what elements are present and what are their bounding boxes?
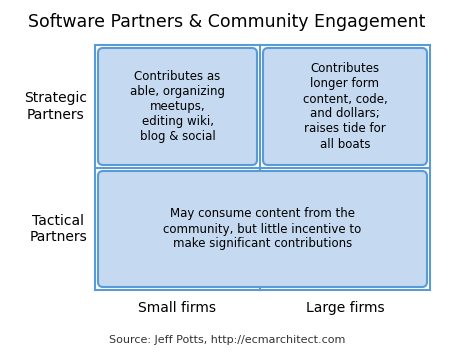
Text: Small firms: Small firms	[138, 301, 217, 315]
Text: Contributes as
able, organizing
meetups,
editing wiki,
blog & social: Contributes as able, organizing meetups,…	[130, 70, 225, 143]
Text: Source: Jeff Potts, http://ecmarchitect.com: Source: Jeff Potts, http://ecmarchitect.…	[109, 335, 345, 345]
FancyBboxPatch shape	[98, 48, 257, 165]
Text: Contributes
longer form
content, code,
and dollars;
raises tide for
all boats: Contributes longer form content, code, a…	[303, 62, 387, 150]
FancyBboxPatch shape	[263, 48, 427, 165]
Text: Software Partners & Community Engagement: Software Partners & Community Engagement	[28, 13, 426, 31]
Text: Large firms: Large firms	[306, 301, 384, 315]
FancyBboxPatch shape	[98, 171, 427, 287]
Text: May consume content from the
community, but little incentive to
make significant: May consume content from the community, …	[163, 208, 362, 251]
Text: Tactical
Partners: Tactical Partners	[29, 214, 87, 244]
Text: Strategic
Partners: Strategic Partners	[24, 92, 87, 122]
